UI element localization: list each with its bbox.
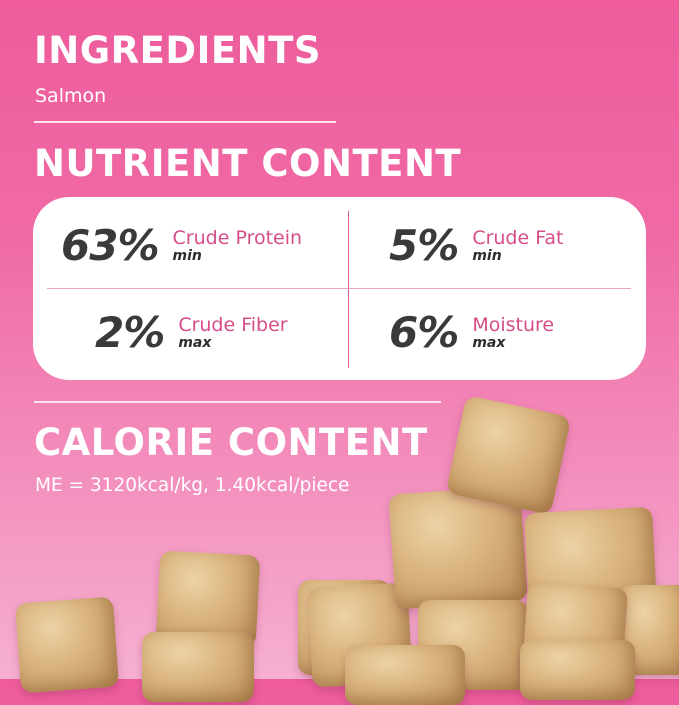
- divider: [348, 211, 349, 368]
- nutrient-moisture: 6% Moisture max: [389, 308, 554, 357]
- nutrient-name: Crude Protein: [172, 226, 303, 249]
- divider: [34, 121, 336, 123]
- treat-cube-image: [520, 640, 635, 700]
- treat-cube-image: [142, 632, 254, 702]
- nutrient-qualifier: max: [472, 334, 506, 351]
- ingredients-value: Salmon: [35, 85, 107, 107]
- nutrient-name: Crude Fiber: [178, 313, 288, 336]
- ingredients-heading: INGREDIENTS: [34, 29, 321, 72]
- nutrient-fiber: 2% Crude Fiber max: [95, 308, 288, 357]
- nutrient-heading: NUTRIENT CONTENT: [34, 142, 462, 185]
- treat-cube-image: [345, 645, 465, 705]
- nutrient-name: Crude Fat: [472, 226, 564, 249]
- nutrient-qualifier: min: [172, 247, 202, 264]
- divider: [34, 401, 441, 403]
- nutrient-qualifier: max: [178, 334, 212, 351]
- nutrient-percent: 5%: [389, 221, 459, 270]
- nutrient-card: 63% Crude Protein min 5% Crude Fat min 2% …: [33, 197, 646, 380]
- calorie-heading: CALORIE CONTENT: [34, 421, 428, 464]
- nutrient-fat: 5% Crude Fat min: [389, 221, 564, 270]
- nutrient-qualifier: min: [472, 247, 502, 264]
- nutrient-name: Moisture: [472, 313, 555, 336]
- calorie-value: ME = 3120kcal/kg, 1.40kcal/piece: [35, 475, 350, 496]
- divider: [47, 288, 631, 289]
- nutrient-percent: 63%: [61, 221, 160, 270]
- nutrient-protein: 63% Crude Protein min: [61, 221, 302, 270]
- nutrient-percent: 2%: [95, 308, 165, 357]
- nutrient-percent: 6%: [389, 308, 459, 357]
